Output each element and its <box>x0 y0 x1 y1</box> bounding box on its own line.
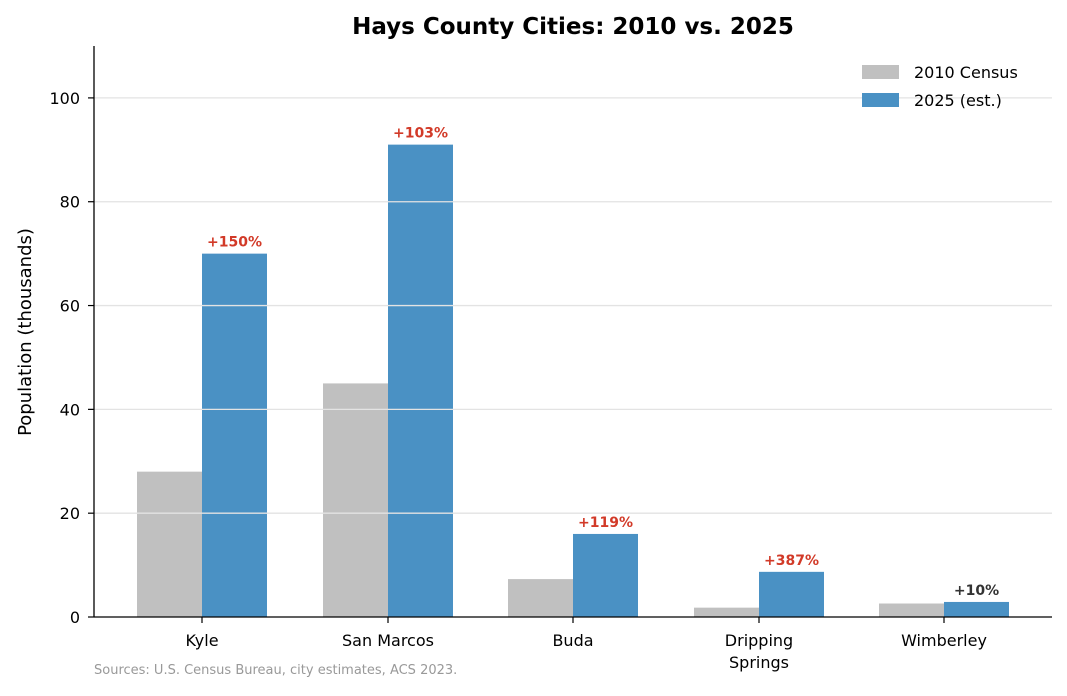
y-tick-label: 40 <box>60 400 80 419</box>
gridlines <box>94 97 1052 514</box>
bar-change-label: +387% <box>764 553 819 569</box>
x-tick-label: Kyle <box>185 631 218 650</box>
x-tick-label: San Marcos <box>342 631 434 650</box>
legend-swatch <box>862 65 899 79</box>
bar-change-label: +119% <box>578 515 633 531</box>
bar-labels: +150% +103% +119% +387% +10% <box>207 126 999 599</box>
y-tick-label: 20 <box>60 504 80 523</box>
bar-2010-3 <box>694 607 759 617</box>
bar-change-label: +10% <box>954 583 999 599</box>
bar-2025-0 <box>202 253 267 618</box>
source-note: Sources: U.S. Census Bureau, city estima… <box>94 663 457 678</box>
y-axis-label: Population (thousands) <box>15 228 36 436</box>
x-tick-label: Springs <box>729 653 789 672</box>
bar-change-label: +150% <box>207 235 262 251</box>
legend-label: 2010 Census <box>914 63 1018 82</box>
x-tick-label: Dripping <box>725 631 793 650</box>
x-tick-label: Buda <box>552 631 593 650</box>
legend-label: 2025 (est.) <box>914 91 1002 110</box>
y-tick-label: 100 <box>49 89 80 108</box>
chart-title: Hays County Cities: 2010 vs. 2025 <box>352 14 794 40</box>
bar-2010-2 <box>508 579 573 617</box>
x-tick-label: Wimberley <box>901 631 987 650</box>
bars <box>137 144 1009 618</box>
bar-2025-1 <box>388 144 453 618</box>
bar-2010-0 <box>137 471 202 617</box>
y-tick-label: 80 <box>60 193 80 212</box>
tick-labels: 0 20 40 60 80 100 Kyle San Marcos Buda Dripping Sp… <box>49 89 986 672</box>
legend: 2010 Census 2025 (est.) <box>862 63 1018 110</box>
bar-2025-2 <box>573 533 638 617</box>
bar-2010-1 <box>323 383 388 617</box>
legend-swatch <box>862 93 899 107</box>
y-tick-label: 60 <box>60 297 80 316</box>
bar-2010-4 <box>879 603 944 617</box>
y-tick-label: 0 <box>70 608 80 627</box>
bar-2025-4 <box>944 601 1009 617</box>
axes <box>88 46 1052 623</box>
bar-change-label: +103% <box>393 126 448 142</box>
bar-2025-3 <box>759 571 824 617</box>
